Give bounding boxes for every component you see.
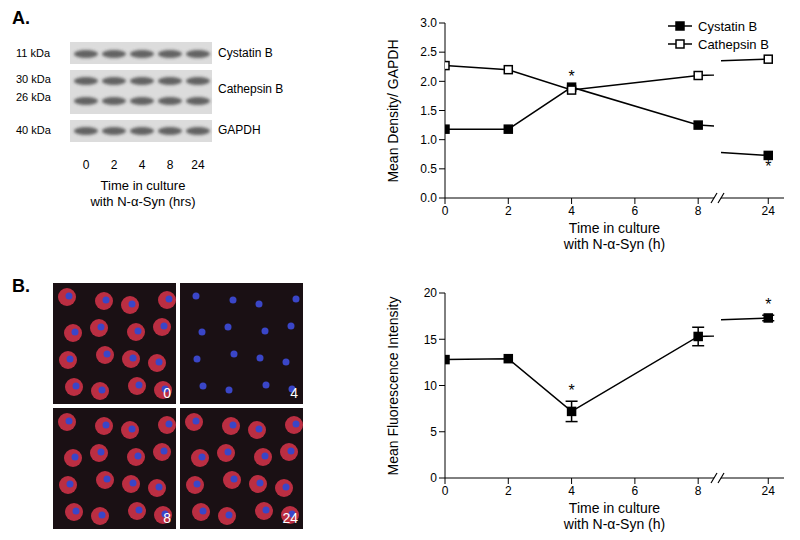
- svg-text:0: 0: [442, 484, 449, 498]
- svg-text:2.0: 2.0: [420, 75, 437, 89]
- svg-text:*: *: [765, 158, 771, 175]
- svg-text:0.5: 0.5: [420, 162, 437, 176]
- svg-text:8: 8: [695, 204, 702, 218]
- html-text:B.: B.: [12, 276, 30, 296]
- svg-text:2: 2: [505, 484, 512, 498]
- html-text:Mean Fluorescence Intensity: Mean Fluorescence Intensity: [385, 296, 401, 475]
- html-text:Cathepsin B: Cathepsin B: [218, 82, 284, 96]
- svg-text:1.0: 1.0: [420, 133, 437, 147]
- html-text:4: 4: [290, 385, 298, 401]
- svg-text:3.0: 3.0: [420, 16, 437, 30]
- html-text:30 kDa: 30 kDa: [16, 73, 51, 85]
- html-text:2: 2: [110, 158, 118, 172]
- html-text:24: 24: [282, 510, 298, 526]
- svg-text:*: *: [765, 296, 771, 313]
- svg-text:4: 4: [568, 484, 575, 498]
- html-text:8: 8: [163, 510, 171, 526]
- svg-text:6: 6: [632, 484, 639, 498]
- html-text:GAPDH: GAPDH: [218, 123, 261, 137]
- svg-text:8: 8: [695, 484, 702, 498]
- svg-text:6: 6: [632, 204, 639, 218]
- html-text:Time in culture with N-α-Syn (: Time in culture with N-α-Syn (h): [563, 500, 666, 532]
- html-text:26 kDa: 26 kDa: [16, 91, 51, 103]
- html-text:4: 4: [138, 158, 146, 172]
- svg-text:1.5: 1.5: [420, 104, 437, 118]
- html-text:0: 0: [163, 385, 171, 401]
- html-text:Mean Density/ GAPDH: Mean Density/ GAPDH: [385, 38, 401, 183]
- html-text:24: 24: [191, 158, 205, 172]
- html-text:40 kDa: 40 kDa: [16, 124, 51, 136]
- svg-text:2.5: 2.5: [420, 45, 437, 59]
- svg-text:0.0: 0.0: [420, 191, 437, 205]
- svg-text:5: 5: [430, 425, 437, 439]
- svg-text:24: 24: [762, 204, 776, 218]
- svg-text:*: *: [568, 382, 574, 399]
- svg-text:2: 2: [505, 204, 512, 218]
- html-text:11 kDa: 11 kDa: [16, 47, 50, 59]
- svg-text:20: 20: [424, 286, 438, 300]
- svg-text:4: 4: [568, 204, 575, 218]
- html-text:8: 8: [166, 158, 174, 172]
- svg-text:24: 24: [762, 484, 776, 498]
- html-text:Cystatin B: Cystatin B: [698, 18, 758, 34]
- html-text:Time in culture with N-α-Syn (: Time in culture with N-α-Syn (hrs): [90, 178, 196, 209]
- svg-text:0: 0: [430, 471, 437, 485]
- svg-text:*: *: [568, 68, 574, 85]
- html-text:0: 0: [82, 158, 90, 172]
- html-text:Cathepsin B: Cathepsin B: [698, 36, 769, 52]
- svg-text:10: 10: [424, 379, 438, 393]
- svg-text:15: 15: [424, 333, 438, 347]
- html-text:Cystatin B: Cystatin B: [218, 46, 273, 60]
- html-text:Time in culture with N-α-Syn (: Time in culture with N-α-Syn (h): [563, 220, 666, 252]
- svg-text:0: 0: [442, 204, 449, 218]
- html-text:A.: A.: [12, 8, 30, 28]
